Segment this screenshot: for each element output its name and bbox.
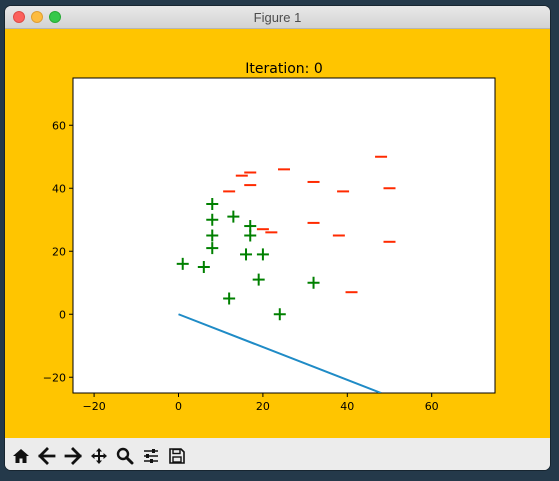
positive-class-point [273,308,286,321]
positive-class-point [252,273,265,286]
scatter-chart: Iteration: 0 −20 0 20 40 60 −20 0 20 40 60 [43,61,496,413]
positive-class-point [197,261,210,273]
positive-class-point [244,229,257,242]
home-icon [13,449,29,463]
positive-class-point [223,292,236,305]
x-tick-label: 40 [340,400,354,413]
positive-class-point [176,257,189,270]
x-tick-label: 60 [425,400,439,413]
window-title: Figure 1 [253,10,302,25]
positive-class-point [206,198,219,210]
arrow-right-icon [64,447,82,465]
move-icon [91,448,107,464]
sliders-icon [144,449,158,463]
arrow-left-icon [38,447,56,465]
y-tick-label: 20 [52,245,66,258]
figure-window: Figure 1 Iteration: 0 −20 0 20 40 60 −20 0 20 40… [5,6,550,470]
x-tick-label: 20 [256,400,270,413]
x-tick-label: 0 [175,400,182,413]
y-tick-label: 0 [59,308,66,321]
search-icon [116,447,134,465]
positive-class-point [206,213,219,226]
title-bar: Figure 1 [5,6,550,29]
positive-class-point [256,248,269,261]
positive-class-point [206,229,219,242]
home-button[interactable] [10,445,32,467]
back-button[interactable] [36,445,58,467]
configure-subplots-button[interactable] [140,445,162,467]
positive-class-point [206,242,219,255]
minimize-window-button[interactable] [31,11,43,23]
plot-area [72,77,496,394]
pan-button[interactable] [88,445,110,467]
navigation-toolbar [5,438,550,470]
close-window-button[interactable] [13,11,25,23]
forward-button[interactable] [62,445,84,467]
y-tick-label: 60 [52,119,66,132]
positive-class-point [240,248,253,261]
figure-canvas[interactable]: Iteration: 0 −20 0 20 40 60 −20 0 20 40 60 [5,29,550,438]
y-tick-label: −20 [43,371,66,384]
y-tick-label: 40 [52,182,66,195]
positive-class-point [227,210,240,223]
decision-boundary-line [178,313,382,393]
positive-class-point [307,276,320,289]
chart-title: Iteration: 0 [245,61,322,77]
save-button[interactable] [166,445,188,467]
zoom-button[interactable] [114,445,136,467]
maximize-window-button[interactable] [49,11,61,23]
save-icon [169,448,185,464]
x-tick-label: −20 [82,400,105,413]
